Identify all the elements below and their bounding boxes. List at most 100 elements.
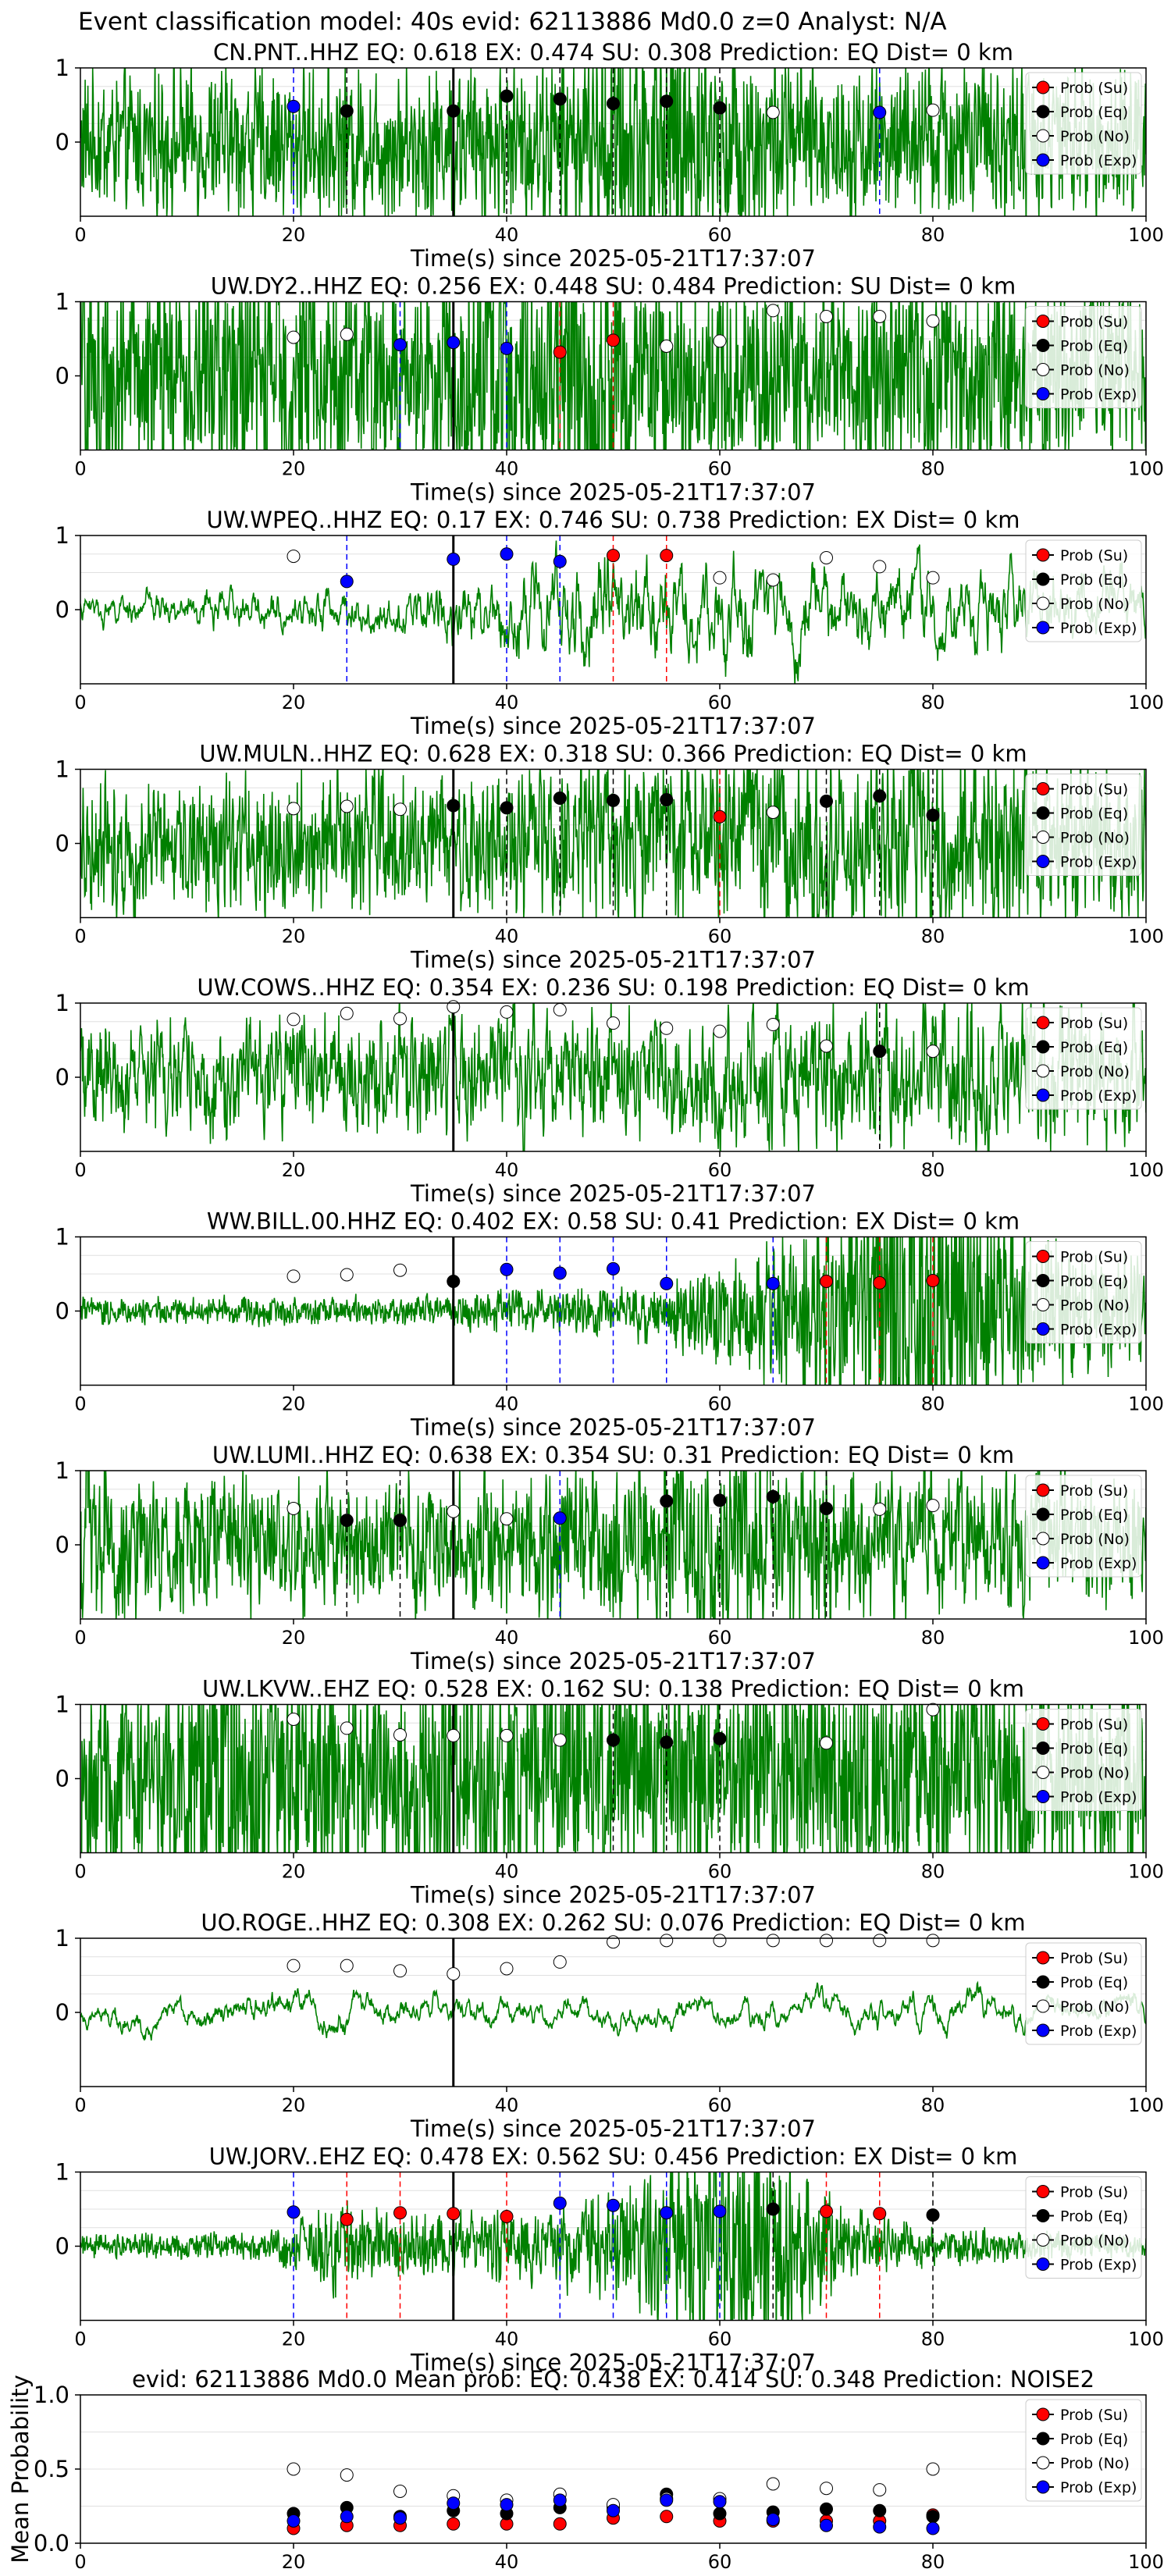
mean-prob-marker-no xyxy=(287,2462,301,2476)
legend-marker-eq xyxy=(1036,1040,1050,1054)
x-tick-label: 0 xyxy=(74,2551,86,2573)
prob-marker-exp xyxy=(393,338,407,352)
prob-marker-exp xyxy=(660,2206,674,2220)
prob-marker-su xyxy=(393,2206,407,2220)
prob-marker-no xyxy=(393,1012,407,1026)
prob-marker-su xyxy=(447,2207,461,2221)
prob-marker-no xyxy=(873,1934,887,1948)
x-tick-label: 20 xyxy=(282,1861,306,1883)
legend-marker-exp xyxy=(1036,1556,1050,1570)
legend-marker-exp xyxy=(1036,2480,1050,2494)
legend-marker-su xyxy=(1036,548,1050,562)
x-tick-label: 60 xyxy=(708,1159,732,1181)
prob-marker-no xyxy=(287,1959,301,1973)
prob-marker-exp xyxy=(500,341,514,355)
prob-marker-no xyxy=(766,573,780,587)
legend-marker-exp xyxy=(1036,153,1050,167)
prob-marker-su xyxy=(500,2210,514,2223)
x-tick-label: 0 xyxy=(74,926,86,948)
prob-marker-no xyxy=(340,1721,354,1735)
mean-prob-marker-su xyxy=(553,2517,567,2531)
legend-label-exp: Prob (Exp) xyxy=(1060,1087,1137,1105)
prob-marker-eq xyxy=(713,1731,727,1745)
panel-title: UW.WPEQ..HHZ EQ: 0.17 EX: 0.746 SU: 0.73… xyxy=(206,507,1020,533)
x-tick-label: 60 xyxy=(708,2094,732,2116)
prob-marker-no xyxy=(820,310,833,323)
mean-prob-marker-exp xyxy=(500,2498,514,2512)
prob-marker-eq xyxy=(607,793,620,807)
legend: Prob (Su) Prob (Eq) Prob (No) Prob (Exp) xyxy=(1025,2399,1142,2502)
legend-marker-eq xyxy=(1036,105,1050,119)
y-tick-label: 1 xyxy=(55,289,69,315)
waveform-trace xyxy=(80,1980,1146,2041)
prob-marker-no xyxy=(820,551,833,564)
prob-marker-eq xyxy=(820,1501,833,1515)
x-tick-label: 20 xyxy=(282,926,306,948)
prob-marker-eq xyxy=(553,792,567,806)
legend-box xyxy=(1025,306,1142,408)
prob-marker-exp xyxy=(553,554,567,568)
legend-label-exp: Prob (Exp) xyxy=(1060,386,1137,404)
prob-marker-no xyxy=(340,799,354,813)
x-tick-label: 20 xyxy=(282,1393,306,1415)
legend-label-no: Prob (No) xyxy=(1060,2455,1130,2472)
prob-marker-no xyxy=(607,1016,620,1030)
prob-marker-eq xyxy=(873,1044,887,1059)
prob-marker-su xyxy=(820,2204,833,2218)
legend-label-su: Prob (Su) xyxy=(1060,314,1128,331)
legend-marker-su xyxy=(1036,2407,1050,2421)
prob-marker-eq xyxy=(766,1489,780,1503)
x-tick-label: 100 xyxy=(1128,692,1164,713)
y-tick-label: 0 xyxy=(55,2233,69,2260)
legend-marker-no xyxy=(1036,2456,1050,2470)
mean-prob-marker-exp xyxy=(607,2503,620,2517)
x-tick-label: 60 xyxy=(708,458,732,480)
x-tick-label: 20 xyxy=(282,2551,306,2573)
y-tick-label: 1 xyxy=(55,1692,69,1718)
prob-marker-no xyxy=(820,1039,833,1053)
x-axis-label: Time(s) since 2025-05-21T17:37:07 xyxy=(410,1882,816,1909)
prob-marker-no xyxy=(713,571,727,585)
legend-label-su: Prob (Su) xyxy=(1060,1015,1128,1032)
prob-marker-su xyxy=(607,333,620,347)
mean-prob-marker-exp xyxy=(447,2496,461,2510)
mean-prob-marker-eq xyxy=(820,2502,833,2516)
mean-prob-marker-exp xyxy=(553,2493,567,2507)
legend-box xyxy=(1025,1007,1142,1110)
mean-prob-marker-no xyxy=(340,2468,354,2482)
panel-7: UW.LUMI..HHZ EQ: 0.638 EX: 0.354 SU: 0.3… xyxy=(55,1442,1164,1674)
prob-marker-no xyxy=(287,550,301,564)
y-tick-label: 0.5 xyxy=(34,2456,69,2482)
legend-marker-no xyxy=(1036,1999,1050,2013)
prob-marker-eq xyxy=(713,101,727,115)
prob-marker-eq xyxy=(660,94,674,109)
legend-marker-eq xyxy=(1036,2209,1050,2222)
legend-label-no: Prob (No) xyxy=(1060,1998,1130,2016)
legend-box xyxy=(1025,539,1142,642)
y-tick-label: 0 xyxy=(55,129,69,155)
prob-marker-no xyxy=(766,1018,780,1032)
prob-marker-exp xyxy=(553,1511,567,1525)
legend: Prob (Su) Prob (Eq) Prob (No) Prob (Exp) xyxy=(1025,306,1142,408)
prob-marker-exp xyxy=(340,575,354,589)
y-tick-label: 1 xyxy=(55,990,69,1016)
x-tick-label: 100 xyxy=(1128,458,1164,480)
legend-marker-no xyxy=(1036,831,1050,844)
y-tick-label: 0 xyxy=(55,1064,69,1091)
legend-label-no: Prob (No) xyxy=(1060,1063,1130,1080)
x-tick-label: 60 xyxy=(708,2551,732,2573)
y-tick-label: 0 xyxy=(55,1766,69,1792)
legend-marker-exp xyxy=(1036,621,1050,635)
panel-4: UW.MULN..HHZ EQ: 0.628 EX: 0.318 SU: 0.3… xyxy=(55,741,1164,973)
prob-marker-eq xyxy=(447,799,461,813)
y-tick-label: 0 xyxy=(55,1532,69,1558)
mean-prob-marker-exp xyxy=(820,2518,833,2532)
x-tick-label: 20 xyxy=(282,1159,306,1181)
prob-marker-exp xyxy=(766,1276,780,1290)
x-axis-label: Time(s) since 2025-05-21T17:37:07 xyxy=(410,2350,816,2376)
y-tick-label: 1.0 xyxy=(34,2382,69,2408)
x-axis-label: Time(s) since 2025-05-21T17:37:07 xyxy=(410,245,816,272)
prob-marker-eq xyxy=(447,1275,461,1288)
x-tick-label: 40 xyxy=(495,1627,519,1649)
prob-marker-no xyxy=(660,1021,674,1035)
